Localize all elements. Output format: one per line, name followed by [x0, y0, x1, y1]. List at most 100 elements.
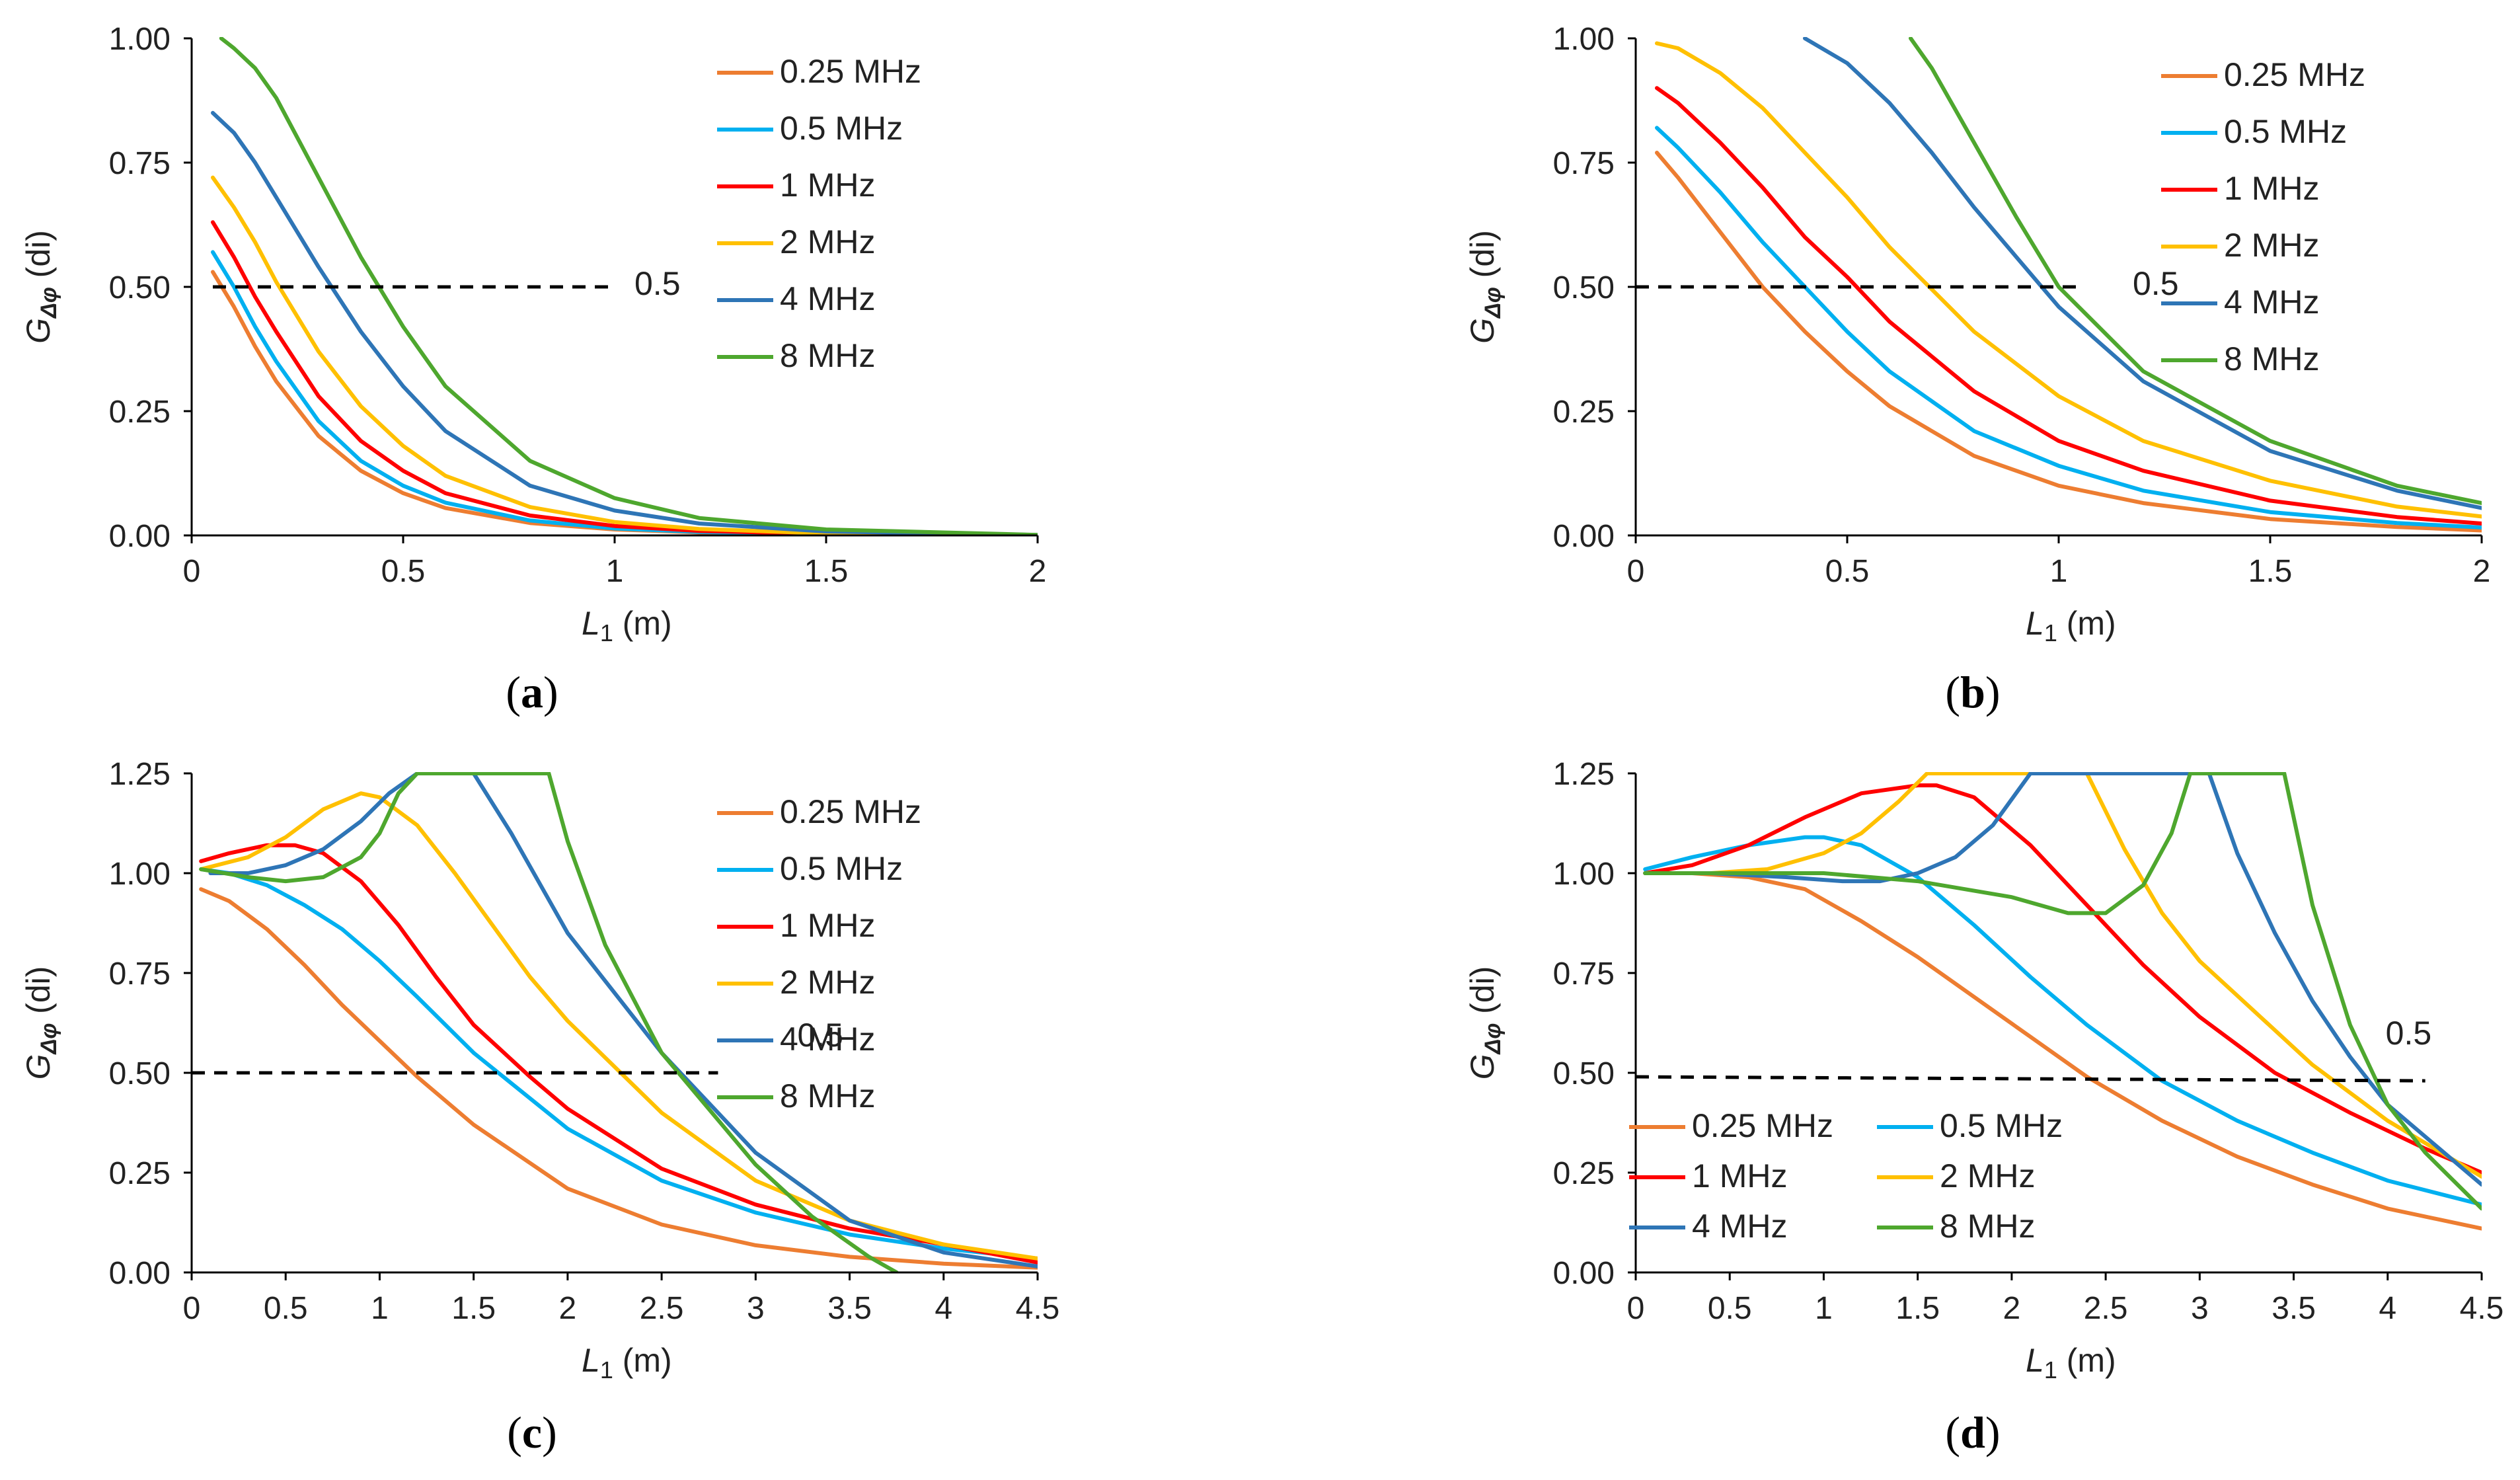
y-tick-label: 0.75 [1553, 146, 1615, 181]
legend: 0.25 MHz 0.5 MHz 1 MHz 2 MHz 4 MHz 8 MHz [717, 53, 921, 374]
series-line-f8 [199, 772, 899, 1272]
y-tick-label: 0.00 [109, 519, 171, 554]
x-axis-label: L1 (m) [582, 605, 672, 646]
caption-letter: b [1960, 667, 1985, 717]
series-group [1655, 37, 2482, 533]
series-group [1643, 772, 2482, 1231]
y-axis-label: GΔφ (di) [20, 966, 61, 1080]
y-axis-label: GΔφ (di) [1464, 230, 1506, 344]
x-axis-var: L [2026, 605, 2044, 642]
x-tick-label: 4 [2379, 1291, 2396, 1326]
panel-caption: (d) [1945, 1407, 2000, 1458]
y-tick-label: 0.25 [1553, 395, 1615, 430]
series-line-f025 [199, 887, 1038, 1270]
series-line-f2 [199, 791, 1038, 1261]
legend-entry: 4 MHz [2224, 284, 2319, 321]
legend-entry: 0.25 MHz [2224, 56, 2365, 93]
y-axis-sub: Δφ [36, 287, 61, 319]
y-tick-label: 0.50 [109, 1056, 171, 1091]
y-tick-label: 0.25 [1553, 1156, 1615, 1191]
legend-entry: 0.5 MHz [1940, 1107, 2063, 1144]
x-tick-label: 2.5 [2084, 1291, 2128, 1326]
legend-entry: 2 MHz [2224, 227, 2319, 264]
x-tick-label: 0 [183, 1291, 201, 1326]
legend-entry: 0.5 MHz [780, 110, 903, 147]
series-line-f8 [1909, 37, 2482, 506]
y-axis-unit: (di) [1464, 230, 1501, 287]
y-tick-label: 0.50 [109, 270, 171, 305]
x-tick-label: 0.5 [381, 554, 426, 589]
x-axis-unit: (m) [613, 1342, 672, 1379]
x-axis-label: L1 (m) [2026, 1342, 2116, 1383]
y-tick-label: 1.00 [1553, 857, 1615, 892]
x-tick-label: 2.5 [640, 1291, 684, 1326]
legend-entry: 0.25 MHz [780, 793, 921, 830]
caption-open-paren: ( [506, 667, 521, 717]
panel-d: 0.50 0.5 1 1.5 2 2.5 3 3.5 4 4.50.000.250.500.751… [1464, 757, 2503, 1458]
reference-line [1635, 1075, 2425, 1083]
x-tick-label: 1 [2050, 554, 2068, 589]
panel-c: 0.50 0.5 1 1.5 2 2.5 3 3.5 4 4.50.000.250.500.751… [20, 757, 1059, 1458]
panel-caption: (a) [506, 667, 558, 717]
series-line-f8 [219, 37, 1038, 535]
y-tick-label: 0.50 [1553, 270, 1615, 305]
legend-entry: 0.5 MHz [780, 850, 903, 887]
x-tick-label: 1 [606, 554, 624, 589]
series-line-f2 [211, 175, 1038, 535]
x-axis-var: L [582, 605, 600, 642]
x-tick-label: 2 [2003, 1291, 2021, 1326]
x-tick-label: 4.5 [2460, 1291, 2504, 1326]
y-axis-label: GΔφ (di) [20, 230, 61, 344]
y-axis-sub: Δφ [1480, 287, 1506, 319]
legend-entry: 1 MHz [2224, 170, 2319, 207]
x-tick-label: 0.5 [264, 1291, 308, 1326]
legend-entry: 1 MHz [780, 167, 875, 204]
y-tick-label: 0.00 [1553, 1256, 1615, 1291]
legend-entry: 1 MHz [780, 907, 875, 944]
x-axis-unit: (m) [2057, 605, 2116, 642]
reference-label: 0.5 [797, 1017, 843, 1054]
caption-close-paren: ) [1985, 1407, 2001, 1458]
legend-entry: 8 MHz [1940, 1208, 2035, 1245]
y-tick-label: 0.25 [109, 1156, 171, 1191]
legend: 0.25 MHz 0.5 MHz 1 MHz 2 MHz 4 MHz 8 MHz [2161, 56, 2365, 377]
series-line-f025 [1643, 871, 2482, 1231]
series-line-f1 [199, 843, 1038, 1265]
x-axis-label: L1 (m) [582, 1342, 672, 1383]
y-axis-var: G [1464, 318, 1501, 344]
y-tick-label: 1.25 [109, 757, 171, 792]
x-tick-label: 0 [183, 554, 201, 589]
x-tick-label: 1 [371, 1291, 389, 1326]
legend: 0.25 MHz 0.5 MHz 1 MHz 2 MHz 4 MHz 8 MHz [1629, 1107, 2063, 1245]
x-tick-label: 4.5 [1016, 1291, 1060, 1326]
x-tick-label: 3.5 [827, 1291, 872, 1326]
y-tick-label: 0.75 [109, 146, 171, 181]
reference-label: 0.5 [634, 265, 681, 302]
series-line-f1 [1655, 86, 2482, 526]
y-axis-var: G [20, 1054, 57, 1079]
x-tick-label: 1.5 [451, 1291, 496, 1326]
series-line-f05 [1655, 126, 2482, 529]
x-tick-label: 0 [1627, 1291, 1645, 1326]
legend-entry: 1 MHz [1692, 1157, 1787, 1194]
y-tick-label: 0.25 [109, 395, 171, 430]
caption-open-paren: ( [507, 1407, 522, 1458]
legend-entry: 0.5 MHz [2224, 113, 2347, 150]
x-tick-label: 2 [1029, 554, 1047, 589]
legend-entry: 2 MHz [780, 223, 875, 260]
x-tick-label: 4 [935, 1291, 952, 1326]
series-line-f2 [1655, 41, 2482, 519]
y-tick-label: 0.50 [1553, 1056, 1615, 1091]
series-line-f8 [1643, 772, 2482, 1211]
series-line-f025 [1655, 151, 2482, 533]
x-axis-sub: 1 [600, 619, 613, 646]
legend: 0.25 MHz 0.5 MHz 1 MHz 2 MHz 4 MHz 8 MHz [717, 793, 921, 1114]
x-axis-sub: 1 [2044, 1356, 2057, 1383]
y-axis-var: G [1464, 1054, 1501, 1079]
y-axis-label: GΔφ (di) [1464, 966, 1506, 1080]
x-tick-label: 2 [2473, 554, 2491, 589]
legend-entry: 8 MHz [780, 337, 875, 374]
series-line-f4 [1643, 772, 2482, 1187]
x-tick-label: 2 [559, 1291, 577, 1326]
legend-entry: 2 MHz [1940, 1157, 2035, 1194]
